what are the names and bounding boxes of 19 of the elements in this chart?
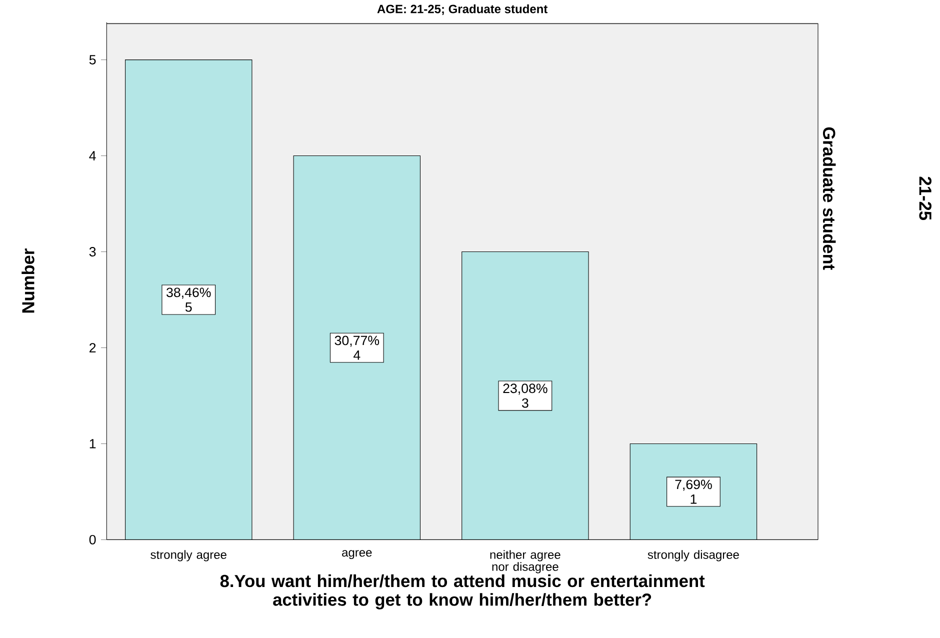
text: 21-25 — [919, 176, 932, 220]
data-label: 38,46% 5 — [166, 288, 211, 312]
x-tick-label: strongly disagree — [648, 550, 739, 562]
x-axis-title: 8.You want him/her/them to attend music or entertainment activities to get to know him/her/them better? — [220, 574, 705, 610]
x-tick-label: strongly agree — [150, 550, 226, 562]
y-tick-label: 2 — [90, 342, 96, 352]
y-tick-label: 5 — [89, 54, 96, 64]
x-tick-label: agree — [342, 550, 372, 559]
data-label: 7,69% 1 — [675, 480, 712, 504]
x-tick-label: neither agree nor disagree — [490, 550, 560, 574]
y-tick-label: 3 — [89, 246, 96, 256]
y-tick-label: 4 — [89, 151, 96, 160]
text: Graduate student — [822, 127, 836, 270]
chart-title: AGE: 21-25; Graduate student — [377, 4, 548, 15]
y-tick-label: 1 — [90, 438, 96, 448]
y-tick-label: 0 — [89, 534, 96, 544]
y-axis-title: Number — [22, 248, 34, 312]
data-label: 30,77% 4 — [334, 336, 380, 360]
data-label: 23,08% 3 — [503, 384, 548, 408]
